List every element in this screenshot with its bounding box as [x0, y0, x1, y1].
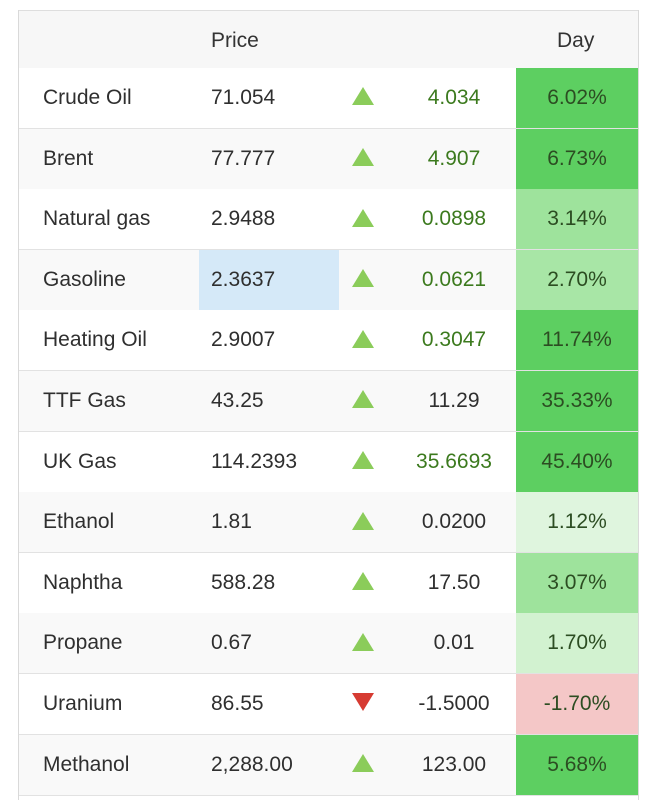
day-percent-change: 35.33%	[516, 371, 638, 431]
price-value: 1.81	[211, 510, 252, 534]
down-arrow-icon	[347, 674, 379, 734]
commodity-name[interactable]: UK Gas	[43, 449, 117, 473]
up-triangle-icon	[352, 87, 374, 106]
table-row[interactable]: Gasoline 2.3637 0.0621 2.70%	[19, 249, 638, 311]
commodity-name[interactable]: Natural gas	[43, 207, 151, 231]
up-triangle-icon	[352, 754, 374, 773]
table-row[interactable]: Methanol 2,288.00 123.00 5.68%	[19, 734, 638, 796]
price-column-header[interactable]: Price	[211, 29, 259, 52]
table-row[interactable]: Naphtha 588.28 17.50 3.07%	[19, 552, 638, 614]
table-row[interactable]: Crude Oil 71.054 4.034 6.02%	[19, 68, 638, 129]
up-triangle-icon	[352, 390, 374, 409]
table-row[interactable]: Heating Oil 2.9007 0.3047 11.74%	[19, 310, 638, 372]
change-value: 0.3047	[421, 328, 487, 352]
up-triangle-icon	[352, 329, 374, 348]
change-value: 35.6693	[416, 449, 492, 473]
up-arrow-icon	[347, 613, 379, 673]
price-value: 2.9007	[211, 328, 276, 352]
commodity-name[interactable]: Uranium	[43, 692, 123, 715]
day-percent-change: 1.12%	[516, 492, 638, 553]
price-value: 86.55	[211, 692, 264, 715]
change-value: 4.907	[427, 146, 481, 170]
change-value: 0.0621	[421, 267, 487, 291]
table-row[interactable]: Natural gas 2.9488 0.0898 3.14%	[19, 189, 638, 251]
table-row[interactable]: Brent 77.777 4.907 6.73%	[19, 128, 638, 190]
up-arrow-icon	[347, 432, 379, 492]
day-column-header[interactable]: Day	[557, 29, 595, 52]
change-value: 4.034	[427, 86, 481, 109]
table-row[interactable]: Uranium 86.55 -1.5000 -1.70%	[19, 674, 638, 735]
up-triangle-icon	[352, 632, 374, 651]
table-header: Price Day	[19, 10, 638, 69]
up-triangle-icon	[352, 511, 374, 530]
commodity-name[interactable]: Crude Oil	[43, 86, 132, 109]
change-value: 17.50	[427, 570, 481, 594]
day-percent-change: -1.70%	[516, 674, 638, 734]
up-arrow-icon	[347, 735, 379, 795]
up-triangle-icon	[352, 269, 374, 288]
up-arrow-icon	[347, 310, 379, 370]
up-arrow-icon	[347, 189, 379, 249]
day-percent-change: 5.68%	[516, 734, 638, 795]
commodities-table: Price Day Crude Oil 71.054 4.034 6.02% Brent…	[18, 10, 639, 800]
day-percent-change: 11.74%	[516, 310, 638, 371]
commodity-name[interactable]: Gasoline	[43, 267, 126, 291]
change-value: 123.00	[421, 752, 487, 776]
day-percent-change: 6.73%	[516, 128, 638, 189]
change-value: 0.0200	[421, 510, 487, 534]
table-row[interactable]: Ethanol 1.81 0.0200 1.12%	[19, 492, 638, 554]
table-row[interactable]: TTF Gas 43.25 11.29 35.33%	[19, 371, 638, 432]
up-arrow-icon	[347, 68, 379, 128]
commodity-name[interactable]: TTF Gas	[43, 389, 126, 412]
down-triangle-icon	[352, 693, 374, 712]
commodity-name[interactable]: Heating Oil	[43, 328, 147, 352]
price-value: 71.054	[211, 86, 276, 109]
day-percent-change: 1.70%	[516, 613, 638, 674]
commodity-name[interactable]: Brent	[43, 146, 94, 170]
up-triangle-icon	[352, 451, 374, 470]
up-arrow-icon	[347, 492, 379, 552]
up-arrow-icon	[347, 129, 379, 189]
price-value: 77.777	[211, 146, 276, 170]
up-arrow-icon	[347, 553, 379, 613]
change-value: 11.29	[428, 389, 480, 412]
commodity-name[interactable]: Naphtha	[43, 570, 123, 594]
commodity-name[interactable]: Ethanol	[43, 510, 115, 534]
change-value: -1.5000	[418, 692, 490, 715]
up-triangle-icon	[352, 572, 374, 591]
up-triangle-icon	[352, 148, 374, 167]
price-value: 2.9488	[211, 207, 276, 231]
commodity-name[interactable]: Propane	[43, 631, 123, 655]
price-value: 0.67	[211, 631, 252, 655]
price-value: 114.2393	[211, 449, 298, 473]
day-percent-change: 3.07%	[516, 552, 638, 613]
day-percent-change: 3.14%	[516, 189, 638, 250]
up-arrow-icon	[347, 371, 379, 431]
day-percent-change: 2.70%	[516, 249, 638, 310]
day-percent-change: 6.02%	[516, 68, 638, 128]
day-percent-change: 45.40%	[516, 431, 638, 492]
price-value: 43.25	[211, 389, 264, 412]
table-row[interactable]: UK Gas 114.2393 35.6693 45.40%	[19, 431, 638, 493]
change-value: 0.01	[433, 631, 475, 655]
price-value: 2.3637	[199, 249, 339, 310]
price-value: 588.28	[211, 570, 276, 594]
price-value: 2,288.00	[211, 752, 293, 776]
change-value: 0.0898	[421, 207, 487, 231]
commodity-name[interactable]: Methanol	[43, 752, 130, 776]
up-triangle-icon	[352, 208, 374, 227]
table-row[interactable]: Propane 0.67 0.01 1.70%	[19, 613, 638, 675]
up-arrow-icon	[347, 250, 379, 310]
